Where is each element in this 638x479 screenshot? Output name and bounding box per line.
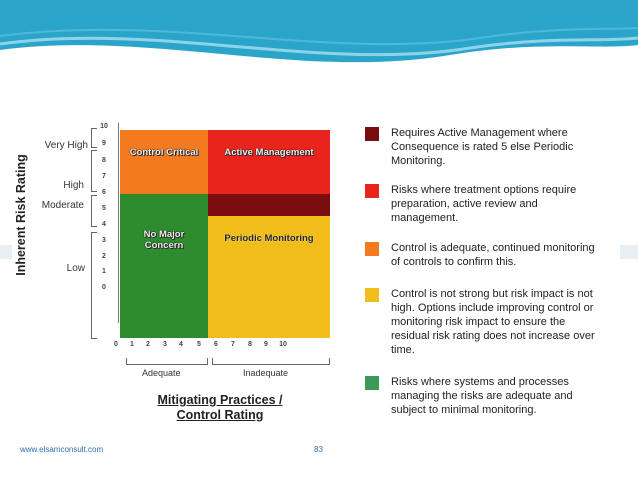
quadrant-dark-red-band [208, 194, 330, 216]
x-tick: 5 [197, 341, 201, 348]
y-brace-low [91, 232, 97, 339]
legend-swatch [365, 376, 379, 390]
y-tick: 2 [102, 253, 106, 260]
x-tick: 2 [146, 341, 150, 348]
legend-text: Control is adequate, continued monitorin… [391, 242, 595, 268]
x-category-inadequate: Inadequate [243, 368, 289, 378]
label-no-major-line1: No Major [143, 229, 185, 240]
y-tick: 1 [102, 268, 106, 275]
quadrant-no-major-concern [120, 194, 208, 338]
x-tick: 9 [264, 341, 268, 348]
label-periodic-monitoring: Periodic Monitoring [224, 233, 314, 244]
decorative-side-bar-right [620, 245, 638, 259]
y-tick: 7 [102, 173, 106, 180]
y-brace-high [91, 150, 97, 192]
quadrant-periodic-monitoring [208, 216, 330, 338]
x-brace-inadequate [212, 358, 330, 365]
x-tick: 4 [179, 341, 183, 348]
legend-text: Control is not strong but risk impact is… [391, 288, 595, 356]
x-brace-adequate [126, 358, 208, 365]
x-category-adequate: Adequate [142, 368, 181, 378]
y-tick: 6 [102, 189, 106, 196]
y-tick: 3 [102, 237, 106, 244]
y-tick: 4 [102, 221, 106, 228]
y-category-low: Low [66, 263, 85, 274]
y-category-moderate: Moderate [41, 200, 84, 211]
y-brace-moderate [91, 195, 97, 227]
x-tick: 0 [114, 341, 118, 348]
x-tick: 10 [279, 341, 287, 348]
x-tick: 1 [130, 341, 134, 348]
footer-url: www.elsamconsult.com [20, 445, 104, 454]
y-tick: 8 [102, 157, 106, 164]
x-tick: 3 [163, 341, 167, 348]
legend-swatch [365, 127, 379, 141]
label-no-major-line2: Concern [144, 240, 184, 251]
quadrant-active-management [208, 130, 330, 194]
decorative-side-bar-left [0, 245, 12, 259]
y-tick: 9 [102, 140, 106, 147]
y-axis-line [118, 123, 119, 323]
y-category-very-high: Very High [44, 140, 88, 151]
y-tick: 0 [102, 284, 106, 291]
y-tick: 5 [102, 205, 106, 212]
label-active-management: Active Management [224, 147, 314, 158]
legend-swatch [365, 288, 379, 302]
y-axis-title: Inherent Risk Rating [14, 154, 28, 276]
label-control-critical: Control Critical [129, 147, 199, 158]
y-category-high: High [63, 180, 84, 191]
legend-text: Risks where systems and processes managi… [391, 376, 573, 416]
legend-text: Requires Active Management where Consequ… [391, 127, 574, 167]
x-tick: 7 [231, 341, 235, 348]
x-axis-title-line1: Mitigating Practices / [157, 393, 283, 407]
legend-text: Risks where treatment options require pr… [391, 184, 577, 224]
quadrant-control-critical [120, 130, 208, 194]
legend-swatch [365, 242, 379, 256]
header-wave-banner [0, 0, 638, 70]
y-tick: 10 [100, 123, 108, 130]
x-tick: 6 [214, 341, 218, 348]
x-axis-title-line2: Control Rating [176, 408, 264, 422]
x-axis-title: Mitigating Practices / Control Rating [140, 393, 300, 423]
legend-swatch [365, 184, 379, 198]
x-tick: 8 [248, 341, 252, 348]
y-brace-very-high [91, 128, 97, 148]
page-number: 83 [314, 445, 323, 454]
